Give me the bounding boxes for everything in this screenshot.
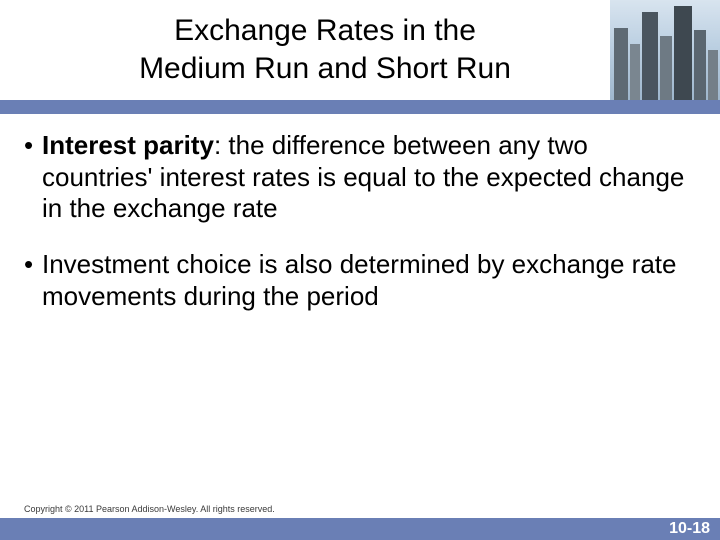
header-accent-bar (0, 100, 720, 114)
bullet-text: Investment choice is also determined by … (42, 249, 696, 312)
bullet-term: Interest parity (42, 130, 214, 160)
title-line-2: Medium Run and Short Run (139, 52, 511, 85)
bullet-item: • Investment choice is also determined b… (24, 249, 696, 312)
title-line-1: Exchange Rates in the (174, 14, 476, 47)
slide-footer: 10-18 (0, 518, 720, 540)
slide: Exchange Rates in the Medium Run and Sho… (0, 0, 720, 540)
bullet-item: • Interest parity: the difference betwee… (24, 130, 696, 225)
bullet-rest: Investment choice is also determined by … (42, 249, 676, 311)
slide-body: • Interest parity: the difference betwee… (24, 130, 696, 337)
slide-header: Exchange Rates in the Medium Run and Sho… (0, 0, 720, 110)
bullet-dot: • (24, 249, 42, 281)
header-photo (610, 0, 720, 100)
page-number: 10-18 (669, 520, 710, 538)
cityscape-icon (610, 0, 720, 100)
copyright-text: Copyright © 2011 Pearson Addison-Wesley.… (24, 504, 275, 514)
bullet-dot: • (24, 130, 42, 162)
bullet-text: Interest parity: the difference between … (42, 130, 696, 225)
